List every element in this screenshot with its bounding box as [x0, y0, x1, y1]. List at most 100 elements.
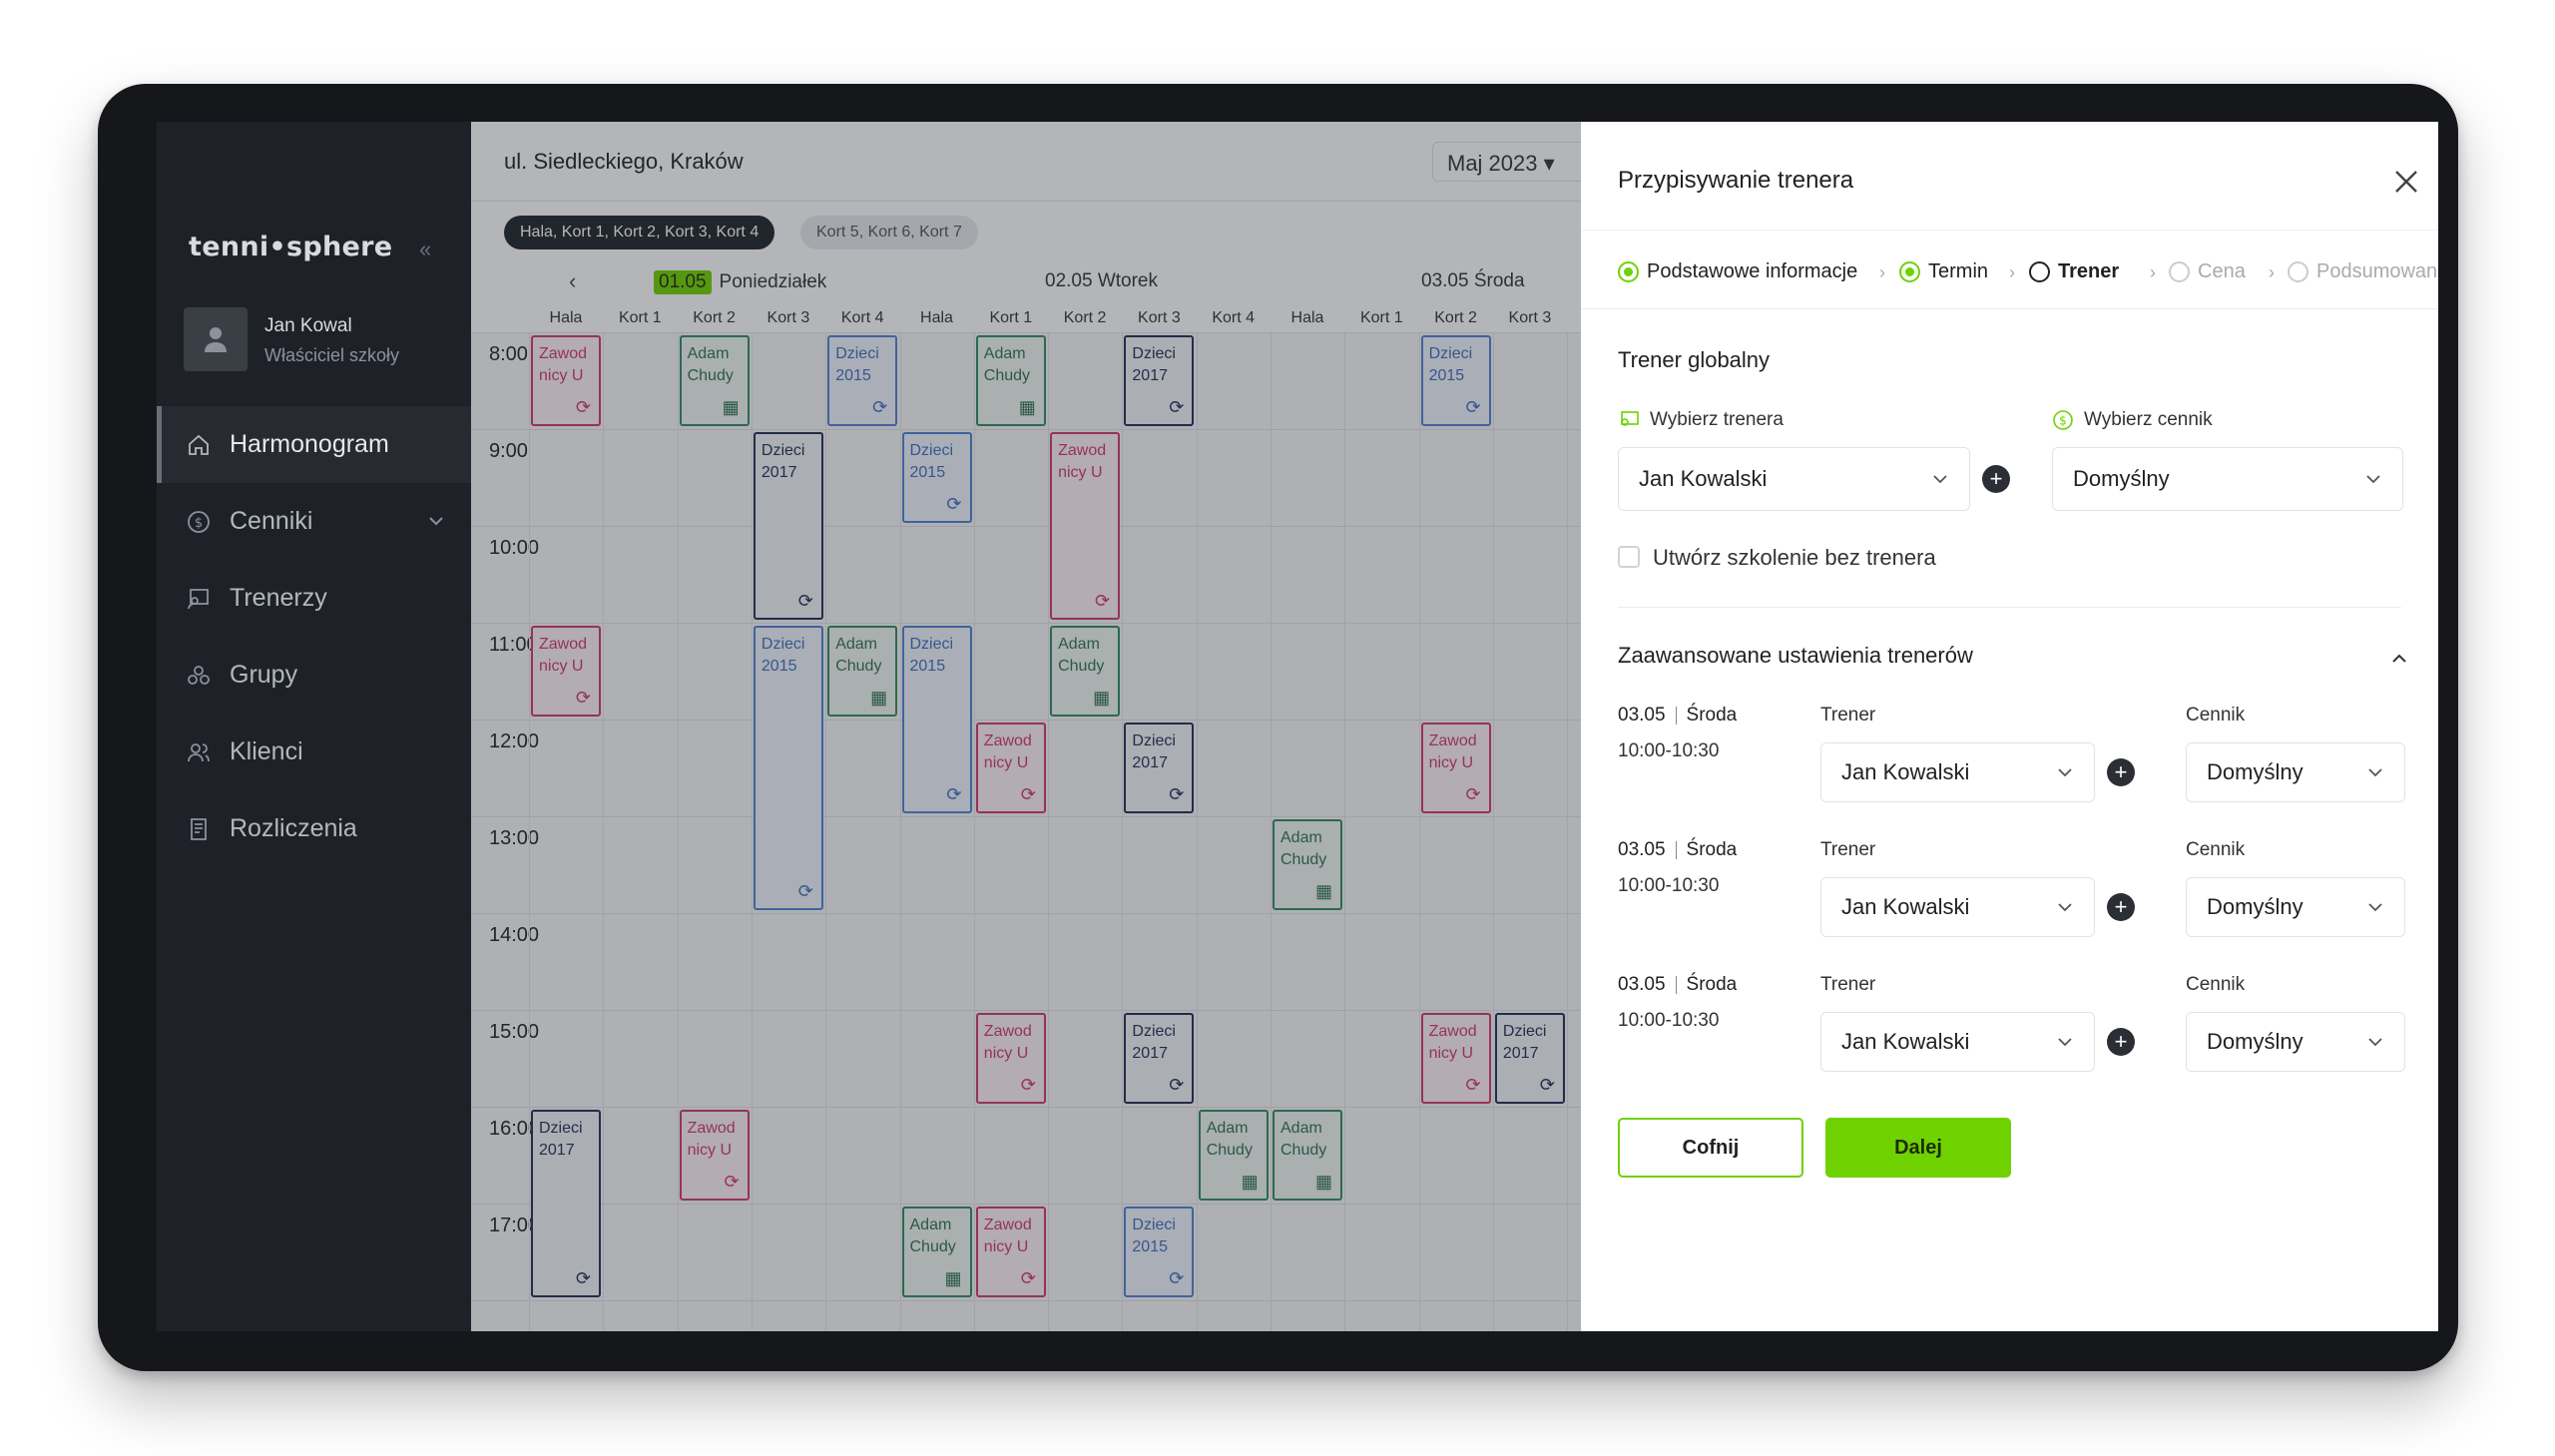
chevron-left-icon[interactable]: ‹ [569, 268, 577, 293]
global-trainer-select[interactable]: Jan Kowalski [1618, 447, 1970, 511]
schedule-event[interactable]: Dzieci 2015 ⟳ [901, 432, 972, 523]
close-icon[interactable] [2391, 167, 2421, 197]
schedule-event[interactable]: Dzieci 2017 ⟳ [1494, 1013, 1565, 1104]
advanced-settings-title: Zaawansowane ustawienia trenerów [1618, 643, 1973, 668]
schedule-event[interactable]: Dzieci 2017 ⟳ [531, 1110, 601, 1297]
schedule-event[interactable]: Dzieci 2015 ⟳ [1124, 1207, 1195, 1297]
row-trainer-select[interactable]: Jan Kowalski [1820, 742, 2095, 802]
schedule-event[interactable]: Adam Chudy ▦ [827, 626, 898, 717]
sidebar-item-label: Rozliczenia [230, 814, 357, 842]
select-value: Jan Kowalski [1841, 1029, 1970, 1054]
court-column-header: Kort 2 [1063, 309, 1107, 326]
grid-column-line [1048, 333, 1050, 1331]
calculator-icon: ▦ [1018, 397, 1036, 417]
event-label: Adam [909, 1216, 952, 1233]
global-pricelist-select[interactable]: Domyślny [2052, 447, 2403, 511]
row-date: 03.05 Środa [1618, 974, 1737, 996]
event-label: nicy U [1058, 464, 1103, 481]
time-slot-row[interactable]: 13:00 [471, 817, 2438, 914]
schedule-event[interactable]: Dzieci 2017 ⟳ [753, 432, 823, 620]
row-pricelist-select[interactable]: Domyślny [2186, 877, 2405, 937]
row-pricelist-select[interactable]: Domyślny [2186, 1012, 2405, 1072]
time-slot-row[interactable]: 17:00 [471, 1205, 2438, 1301]
sidebar-item-rozliczenia[interactable]: Rozliczenia [157, 790, 471, 867]
select-value: Jan Kowalski [1639, 466, 1768, 491]
schedule-event[interactable]: Dzieci 2015 ⟳ [753, 626, 823, 910]
chevron-up-icon[interactable] [2389, 649, 2409, 669]
sidebar-item-grupy[interactable]: Grupy [157, 637, 471, 714]
time-slot-row[interactable]: 8:00 [471, 333, 2438, 430]
time-label: 13:00 [489, 827, 540, 849]
row-trainer-label: Trener [1820, 974, 1876, 995]
schedule-event[interactable]: Zawod nicy U ⟳ [1420, 723, 1491, 813]
sidebar-item-trenerzy[interactable]: Trenerzy [157, 560, 471, 637]
trainer-override-row: 03.05 Środa 10:00-10:30 Trener Cennik Jan… [1581, 839, 2438, 974]
event-label: Chudy [835, 658, 882, 675]
time-slot-row[interactable]: 14:00 [471, 914, 2438, 1011]
schedule-event[interactable]: Zawod nicy U ⟳ [531, 626, 601, 717]
schedule-event[interactable]: Dzieci 2015 ⟳ [827, 335, 898, 426]
schedule-event[interactable]: Dzieci 2015 ⟳ [1420, 335, 1491, 426]
schedule-event[interactable]: Adam Chudy ▦ [679, 335, 750, 426]
back-button[interactable]: Cofnij [1618, 1118, 1803, 1178]
step-trainer[interactable]: Trener [2029, 260, 2119, 283]
collapse-sidebar-icon[interactable]: « [419, 237, 432, 261]
sidebar-item-harmonogram[interactable]: Harmonogram [157, 406, 471, 483]
schedule-event[interactable]: Adam Chudy ▦ [975, 335, 1046, 426]
schedule-event[interactable]: Zawod nicy U ⟳ [975, 1013, 1046, 1104]
event-label: 2017 [1132, 754, 1168, 771]
court-chip-group-2[interactable]: Kort 5, Kort 6, Kort 7 [800, 216, 978, 249]
sidebar-item-klienci[interactable]: Klienci [157, 714, 471, 790]
schedule-event[interactable]: Adam Chudy ▦ [1273, 819, 1342, 910]
app-logo: tenni•sphere [189, 232, 393, 262]
trainer-override-row: 03.05 Środa 10:00-10:30 Trener Cennik Jan… [1581, 974, 2438, 1109]
assign-trainer-drawer: Przypisywanie trenera Podstawowe informa… [1581, 122, 2438, 1331]
row-trainer-select[interactable]: Jan Kowalski [1820, 1012, 2095, 1072]
schedule-event[interactable]: Dzieci 2017 ⟳ [1124, 335, 1195, 426]
repeat-icon: ⟳ [872, 397, 888, 417]
calculator-icon: ▦ [1241, 1172, 1259, 1192]
schedule-event[interactable]: Adam Chudy ▦ [1198, 1110, 1269, 1201]
schedule-event[interactable]: Zawod nicy U ⟳ [531, 335, 601, 426]
add-trainer-button[interactable]: + [2107, 1028, 2135, 1056]
user-role: Właściciel szkoły [264, 345, 400, 365]
time-slot-row[interactable]: 9:00 [471, 430, 2438, 527]
modal-overlay[interactable] [471, 122, 1581, 1331]
time-slot-row[interactable]: 15:00 [471, 1011, 2438, 1108]
time-slot-row[interactable]: 10:00 [471, 527, 2438, 624]
schedule-event[interactable]: Dzieci 2017 ⟳ [1124, 1013, 1195, 1104]
event-label: Chudy [1280, 1142, 1327, 1159]
sidebar-item-cenniki[interactable]: $ Cenniki [157, 483, 471, 560]
next-button[interactable]: Dalej [1825, 1118, 2011, 1178]
time-slot-row[interactable]: 12:00 [471, 721, 2438, 817]
schedule-event[interactable]: Zawod nicy U ⟳ [1050, 432, 1121, 620]
time-slot-row[interactable]: 11:00 [471, 624, 2438, 721]
schedule-event[interactable]: Zawod nicy U ⟳ [1420, 1013, 1491, 1104]
month-select[interactable]: Maj 2023 ▾ [1432, 142, 1592, 182]
schedule-event[interactable]: Zawod nicy U ⟳ [679, 1110, 750, 1201]
step-basic-info[interactable]: Podstawowe informacje [1618, 260, 1857, 283]
row-trainer-select[interactable]: Jan Kowalski [1820, 877, 2095, 937]
row-pricelist-select[interactable]: Domyślny [2186, 742, 2405, 802]
schedule-event[interactable]: Dzieci 2017 ⟳ [1124, 723, 1195, 813]
event-label: 2015 [1132, 1238, 1168, 1255]
step-term[interactable]: Termin [1899, 260, 1988, 283]
time-slot-row[interactable]: 16:00 [471, 1108, 2438, 1205]
choose-pricelist-text: Wybierz cennik [2084, 409, 2213, 430]
schedule-event[interactable]: Zawod nicy U ⟳ [975, 1207, 1046, 1297]
schedule-event[interactable]: Zawod nicy U ⟳ [975, 723, 1046, 813]
schedule-event[interactable]: Adam Chudy ▦ [1050, 626, 1121, 717]
user-profile[interactable]: Jan Kowal Właściciel szkoły [184, 307, 453, 373]
add-trainer-button[interactable]: + [1982, 465, 2010, 493]
court-column-header: Hala [920, 309, 953, 326]
court-chip-group-1[interactable]: Hala, Kort 1, Kort 2, Kort 3, Kort 4 [504, 216, 775, 249]
no-trainer-label: Utwórz szkolenie bez trenera [1653, 545, 1936, 570]
add-trainer-button[interactable]: + [2107, 893, 2135, 921]
schedule-event[interactable]: Dzieci 2015 ⟳ [901, 626, 972, 813]
calculator-icon: ▦ [1314, 881, 1332, 901]
no-trainer-checkbox[interactable] [1618, 546, 1640, 568]
chevron-right-icon: › [2269, 262, 2275, 282]
schedule-event[interactable]: Adam Chudy ▦ [901, 1207, 972, 1297]
add-trainer-button[interactable]: + [2107, 758, 2135, 786]
schedule-event[interactable]: Adam Chudy ▦ [1273, 1110, 1342, 1201]
